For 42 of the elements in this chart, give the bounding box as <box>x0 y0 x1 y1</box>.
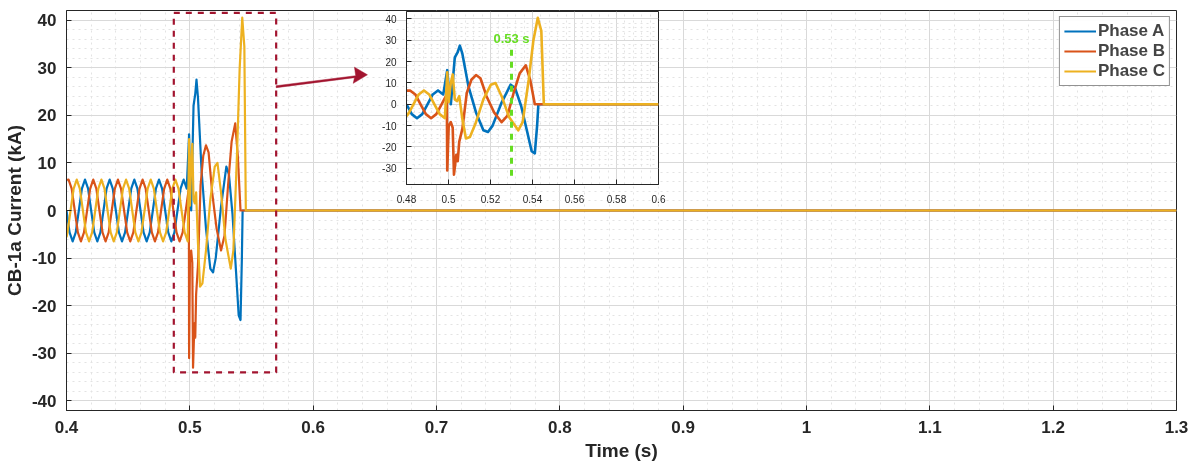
y-tick-label: -30 <box>31 344 57 364</box>
x-tick-label: 0.48 <box>396 193 417 205</box>
x-tick-label: 0.4 <box>54 417 79 437</box>
y-tick-label: 20 <box>37 106 57 126</box>
line-series <box>406 16 659 140</box>
x-tick-label: 0.58 <box>606 193 627 205</box>
legend-label: Phase A <box>1097 21 1165 41</box>
y-tick-label: 0 <box>47 201 57 221</box>
x-tick-label: 1 <box>801 417 812 437</box>
x-tick-label: 0.52 <box>480 193 501 205</box>
legend-label: Phase B <box>1097 41 1165 61</box>
y-tick-label: -20 <box>31 296 57 316</box>
y-tick-label: 30 <box>385 35 397 47</box>
x-tick-label: 1.1 <box>918 417 942 437</box>
x-tick-label: 0.9 <box>671 417 695 437</box>
x-tick-label: 0.54 <box>522 193 543 205</box>
x-tick-label: 0.6 <box>301 417 325 437</box>
x-tick-label: 0.5 <box>178 417 202 437</box>
x-tick-label: 0.5 <box>441 193 456 205</box>
x-tick-label: 0.7 <box>424 417 449 437</box>
x-tick-label: 1.2 <box>1041 417 1065 437</box>
legend-label: Phase C <box>1097 61 1165 81</box>
y-tick-label: 10 <box>385 77 397 89</box>
y-axis-title: CB-1a Current (kA) <box>3 124 25 297</box>
line-series <box>66 16 1177 288</box>
y-tick-label: -40 <box>31 391 57 411</box>
x-tick-label: 0.6 <box>651 193 666 205</box>
x-tick-label: 1.3 <box>1164 417 1189 437</box>
y-tick-label: 30 <box>37 58 57 78</box>
y-tick-label: 10 <box>37 153 57 173</box>
ref-line-label: 0.53 s <box>493 31 530 47</box>
x-axis-title: Time (s) <box>585 439 658 461</box>
y-tick-label: -30 <box>382 163 397 175</box>
y-tick-label: -10 <box>31 249 57 269</box>
x-tick-label: 0.8 <box>548 417 572 437</box>
y-tick-label: 20 <box>385 56 397 68</box>
y-tick-label: 40 <box>385 13 397 25</box>
y-tick-label: -20 <box>382 141 397 153</box>
y-tick-label: 0 <box>390 99 397 111</box>
x-tick-label: 0.56 <box>564 193 585 205</box>
y-tick-label: -10 <box>382 120 397 132</box>
y-tick-label: 40 <box>37 11 57 31</box>
